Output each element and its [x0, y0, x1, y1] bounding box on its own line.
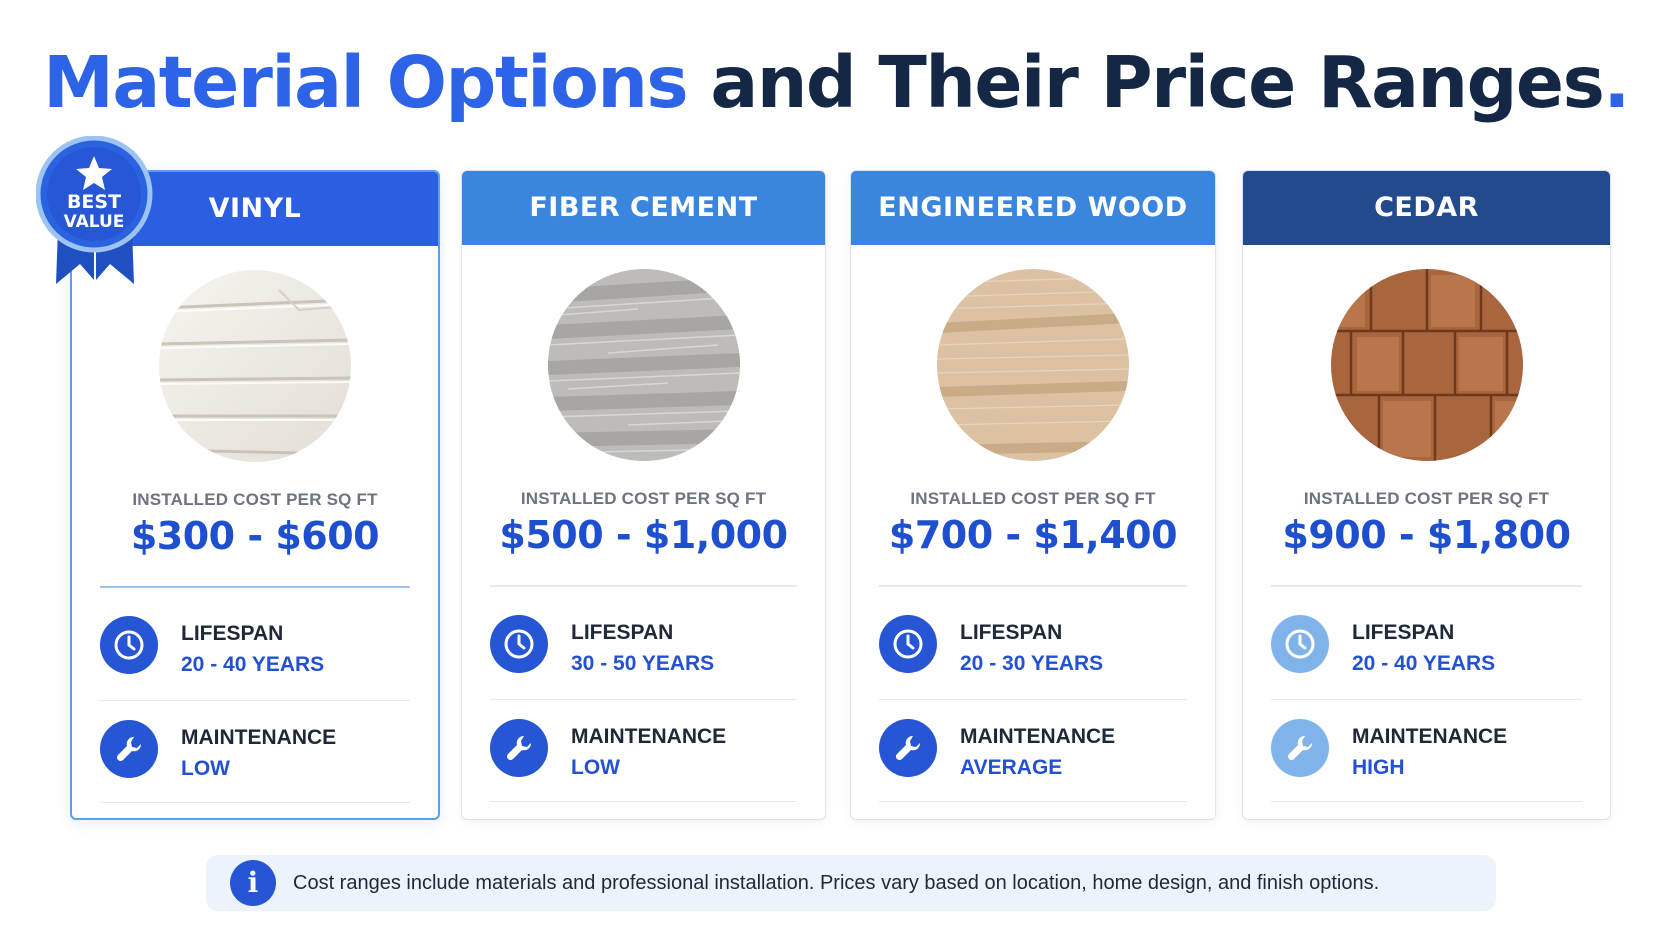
lifespan-row: LIFESPAN 20 - 40 YEARS: [100, 612, 418, 692]
lifespan-value: 20 - 40 YEARS: [1352, 652, 1496, 675]
lifespan-label: LIFESPAN: [571, 621, 674, 644]
wrench-icon: [100, 720, 158, 778]
lifespan-label: LIFESPAN: [181, 622, 284, 645]
wrench-icon: [490, 719, 548, 777]
card-fiber-cement: FIBER CEMENT INSTALLED COST PER SQ FT $5…: [461, 170, 826, 820]
card-header: CEDAR: [1243, 171, 1610, 245]
info-icon: i: [230, 860, 276, 906]
page-title: Material Options and Their Price Ranges.: [0, 38, 1672, 128]
maintenance-label: MAINTENANCE: [571, 725, 727, 748]
lifespan-label: LIFESPAN: [960, 621, 1063, 644]
card-header: ENGINEERED WOOD: [851, 171, 1215, 245]
maintenance-label: MAINTENANCE: [1352, 725, 1508, 748]
divider: [879, 699, 1187, 700]
lifespan-label: LIFESPAN: [1352, 621, 1455, 644]
cost-range: $500 - $1,000: [499, 513, 788, 557]
lifespan-value: 20 - 30 YEARS: [960, 652, 1104, 675]
divider: [490, 585, 797, 587]
footnote: i Cost ranges include materials and prof…: [206, 855, 1496, 911]
best-value-badge: BEST VALUE: [36, 136, 154, 288]
maintenance-row: MAINTENANCE LOW: [100, 716, 418, 796]
fiber-cement-siding-swatch: [547, 269, 740, 461]
clock-icon: [1271, 615, 1329, 673]
cost-label: INSTALLED COST PER SQ FT: [520, 489, 767, 508]
wrench-icon: [879, 719, 937, 777]
badge-line1: BEST: [66, 191, 122, 213]
lifespan-value: 20 - 40 YEARS: [181, 653, 325, 676]
lifespan-row: LIFESPAN 20 - 30 YEARS: [879, 611, 1195, 691]
maintenance-row: MAINTENANCE HIGH: [1271, 715, 1590, 795]
title-rest: and Their Price Ranges: [710, 41, 1604, 124]
star-icon: [76, 156, 112, 190]
card-cedar: CEDAR INSTALLED COST PER SQ FT $900 - $1…: [1242, 170, 1611, 820]
cost-label: INSTALLED COST PER SQ FT: [132, 490, 378, 509]
card-engineered-wood: ENGINEERED WOOD INSTALLED COST PER SQ FT…: [850, 170, 1216, 820]
badge-line2: VALUE: [63, 212, 125, 232]
divider: [1271, 585, 1582, 587]
clock-icon: [879, 615, 937, 673]
divider: [490, 801, 797, 802]
lifespan-row: LIFESPAN 20 - 40 YEARS: [1271, 611, 1590, 691]
clock-icon: [100, 616, 158, 674]
maintenance-value: LOW: [571, 756, 620, 779]
cost-range: $700 - $1,400: [888, 513, 1178, 557]
cost-range: $900 - $1,800: [1282, 513, 1571, 557]
maintenance-label: MAINTENANCE: [960, 725, 1116, 748]
card-header: FIBER CEMENT: [462, 171, 825, 245]
divider: [1271, 801, 1582, 802]
divider: [490, 699, 797, 700]
wrench-icon: [1271, 719, 1329, 777]
divider: [879, 801, 1187, 802]
lifespan-row: LIFESPAN 30 - 50 YEARS: [490, 611, 805, 691]
title-highlight: Material Options: [43, 41, 689, 124]
divider: [100, 802, 410, 803]
divider: [1271, 699, 1582, 700]
maintenance-value: AVERAGE: [960, 756, 1063, 779]
footnote-text: Cost ranges include materials and profes…: [293, 872, 1380, 894]
clock-icon: [490, 615, 548, 673]
maintenance-value: LOW: [181, 757, 230, 780]
maintenance-row: MAINTENANCE AVERAGE: [879, 715, 1195, 795]
divider: [100, 700, 410, 701]
divider: [100, 586, 410, 588]
maintenance-value: HIGH: [1352, 756, 1405, 779]
divider: [879, 585, 1187, 587]
maintenance-label: MAINTENANCE: [181, 726, 337, 749]
lifespan-value: 30 - 50 YEARS: [571, 652, 715, 675]
engineered-wood-siding-swatch: [937, 269, 1129, 461]
cost-range: $300 - $600: [130, 514, 380, 558]
maintenance-row: MAINTENANCE LOW: [490, 715, 805, 795]
cost-label: INSTALLED COST PER SQ FT: [1303, 489, 1550, 508]
vinyl-siding-swatch: [159, 270, 351, 462]
cost-label: INSTALLED COST PER SQ FT: [910, 489, 1156, 508]
cedar-shingles-swatch: [1330, 269, 1523, 461]
title-period: .: [1603, 41, 1630, 124]
